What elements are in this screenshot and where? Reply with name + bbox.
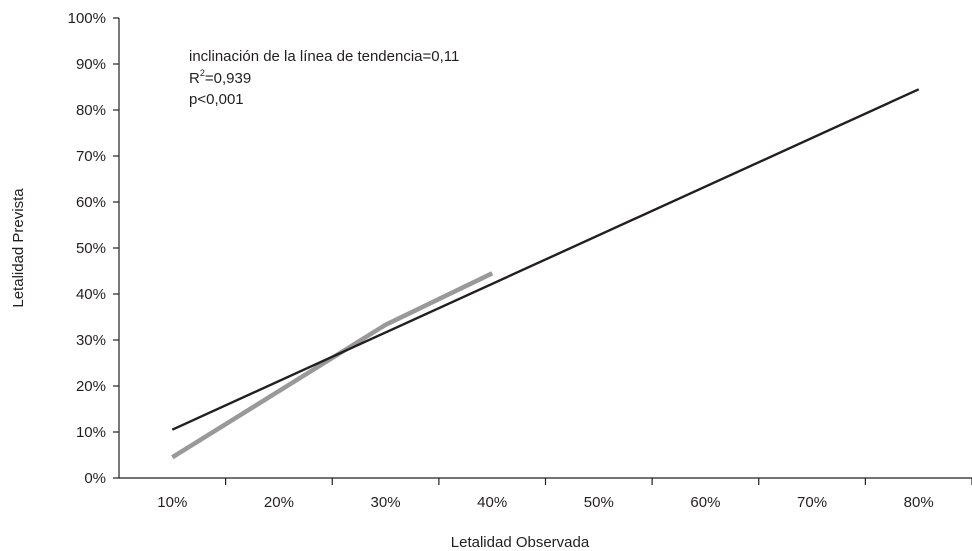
observed-series <box>171 271 494 460</box>
x-tick-label: 70% <box>797 494 827 511</box>
y-tick-label: 50% <box>76 240 106 257</box>
y-tick-label: 20% <box>76 378 106 395</box>
annotation-r2-value: =0,939 <box>205 70 251 87</box>
annotation-r2-prefix: R <box>189 70 200 87</box>
ticks: 0% 10% 20% 30% 40% 50% 60% 70% 80% 90% 100% 10% 20% 3… <box>68 10 972 511</box>
y-tick-label: 10% <box>76 424 106 441</box>
y-tick-label: 90% <box>76 56 106 73</box>
y-tick-label: 100% <box>68 10 106 27</box>
annotation-p: p<0,001 <box>189 91 244 108</box>
x-tick-label: 40% <box>477 494 507 511</box>
annotation-r2: R2=0,939 <box>189 68 251 87</box>
y-tick-label: 70% <box>76 148 106 165</box>
trendline-series <box>171 88 920 431</box>
x-axis-title: Letalidad Observada <box>451 534 590 551</box>
x-tick-label: 50% <box>584 494 614 511</box>
y-tick-label: 0% <box>84 470 106 487</box>
annotation-r2-sup: 2 <box>200 68 205 78</box>
y-axis-title: Letalidad Prevista <box>10 188 27 308</box>
x-tick-label: 30% <box>371 494 401 511</box>
y-tick-label: 40% <box>76 286 106 303</box>
y-tick-label: 80% <box>76 102 106 119</box>
annotation-slope: inclinación de la línea de tendencia=0,1… <box>189 48 459 65</box>
x-tick-label: 10% <box>157 494 187 511</box>
y-tick-label: 60% <box>76 194 106 211</box>
x-tick-label: 20% <box>264 494 294 511</box>
x-tick-label: 80% <box>904 494 934 511</box>
x-tick-label: 60% <box>690 494 720 511</box>
series-layer <box>171 88 920 460</box>
y-tick-label: 30% <box>76 332 106 349</box>
